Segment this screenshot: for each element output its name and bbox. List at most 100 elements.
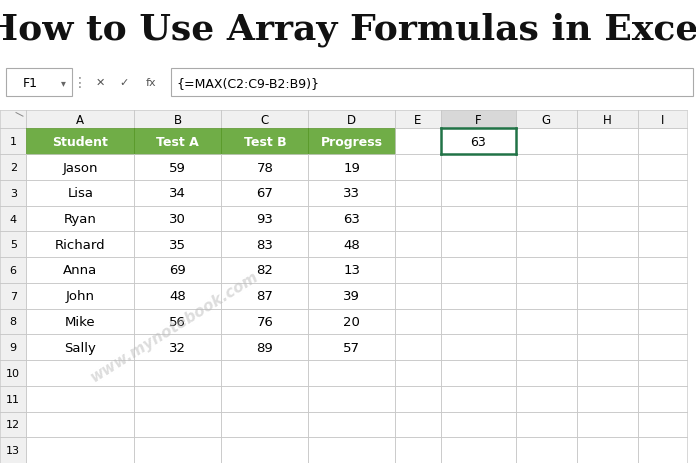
Bar: [516, 206, 577, 232]
Text: Progress: Progress: [321, 136, 383, 149]
Text: ▾: ▾: [61, 78, 66, 88]
Bar: [516, 283, 577, 309]
Bar: [395, 232, 441, 257]
Bar: [441, 257, 516, 283]
Text: 3: 3: [10, 188, 17, 198]
Text: Jason: Jason: [63, 161, 98, 174]
Bar: [26, 257, 134, 283]
Bar: [26, 206, 134, 232]
Text: 48: 48: [343, 238, 361, 251]
Text: D: D: [347, 113, 356, 126]
Bar: [0, 309, 26, 335]
Text: 87: 87: [256, 289, 274, 302]
Bar: [134, 283, 221, 309]
Bar: [308, 181, 395, 206]
Bar: [577, 257, 638, 283]
Bar: [0, 283, 26, 309]
Bar: [441, 232, 516, 257]
Text: 63: 63: [343, 213, 361, 225]
Bar: [221, 206, 308, 232]
Bar: [26, 155, 134, 181]
Bar: [638, 438, 687, 463]
Text: 11: 11: [6, 394, 20, 404]
Text: 1: 1: [10, 137, 17, 147]
Bar: [577, 360, 638, 386]
Bar: [577, 155, 638, 181]
Text: {=MAX(C2:C9-B2:B9)}: {=MAX(C2:C9-B2:B9)}: [176, 76, 319, 89]
Bar: [0, 257, 26, 283]
Bar: [516, 181, 577, 206]
Bar: [221, 360, 308, 386]
Text: B: B: [174, 113, 182, 126]
Bar: [26, 412, 134, 438]
Text: 69: 69: [169, 264, 187, 277]
Bar: [395, 438, 441, 463]
Text: John: John: [66, 289, 95, 302]
Text: Student: Student: [52, 136, 109, 149]
Bar: [221, 283, 308, 309]
Text: 34: 34: [169, 187, 187, 200]
Bar: [395, 257, 441, 283]
Bar: [308, 232, 395, 257]
Text: 89: 89: [256, 341, 274, 354]
Bar: [577, 412, 638, 438]
Bar: [0, 206, 26, 232]
Text: 9: 9: [10, 343, 17, 352]
Bar: [221, 438, 308, 463]
Bar: [638, 181, 687, 206]
Text: 56: 56: [169, 315, 187, 328]
Text: 7: 7: [10, 291, 17, 301]
Text: 5: 5: [10, 240, 17, 250]
Bar: [577, 309, 638, 335]
Bar: [308, 129, 395, 155]
Bar: [134, 335, 221, 360]
Text: 2: 2: [10, 163, 17, 173]
Bar: [441, 129, 516, 155]
Text: ✕: ✕: [95, 78, 104, 88]
Text: 93: 93: [256, 213, 274, 225]
Bar: [308, 309, 395, 335]
Text: 19: 19: [343, 161, 361, 174]
Bar: [134, 129, 221, 155]
Bar: [221, 232, 308, 257]
Bar: [638, 206, 687, 232]
Bar: [638, 412, 687, 438]
Bar: [221, 181, 308, 206]
Bar: [308, 360, 395, 386]
Bar: [638, 155, 687, 181]
Bar: [134, 438, 221, 463]
Bar: [308, 438, 395, 463]
Bar: [577, 335, 638, 360]
Bar: [221, 111, 308, 129]
FancyBboxPatch shape: [171, 69, 693, 97]
Bar: [308, 111, 395, 129]
Bar: [516, 309, 577, 335]
Text: 78: 78: [256, 161, 274, 174]
Text: ✓: ✓: [120, 78, 129, 88]
Bar: [638, 111, 687, 129]
Bar: [26, 283, 134, 309]
Bar: [221, 412, 308, 438]
Bar: [395, 335, 441, 360]
Bar: [395, 155, 441, 181]
Bar: [134, 386, 221, 412]
Bar: [516, 129, 577, 155]
Text: 6: 6: [10, 265, 17, 275]
Text: www.mynotebook.com: www.mynotebook.com: [87, 269, 261, 384]
Text: 76: 76: [256, 315, 274, 328]
Bar: [638, 386, 687, 412]
Bar: [577, 386, 638, 412]
Text: Sally: Sally: [65, 341, 96, 354]
Bar: [441, 360, 516, 386]
Bar: [638, 129, 687, 155]
Bar: [0, 335, 26, 360]
Bar: [134, 412, 221, 438]
Bar: [395, 283, 441, 309]
Bar: [638, 283, 687, 309]
Bar: [221, 335, 308, 360]
Bar: [26, 232, 134, 257]
Bar: [134, 232, 221, 257]
Bar: [0, 155, 26, 181]
Bar: [221, 129, 308, 155]
Bar: [134, 111, 221, 129]
